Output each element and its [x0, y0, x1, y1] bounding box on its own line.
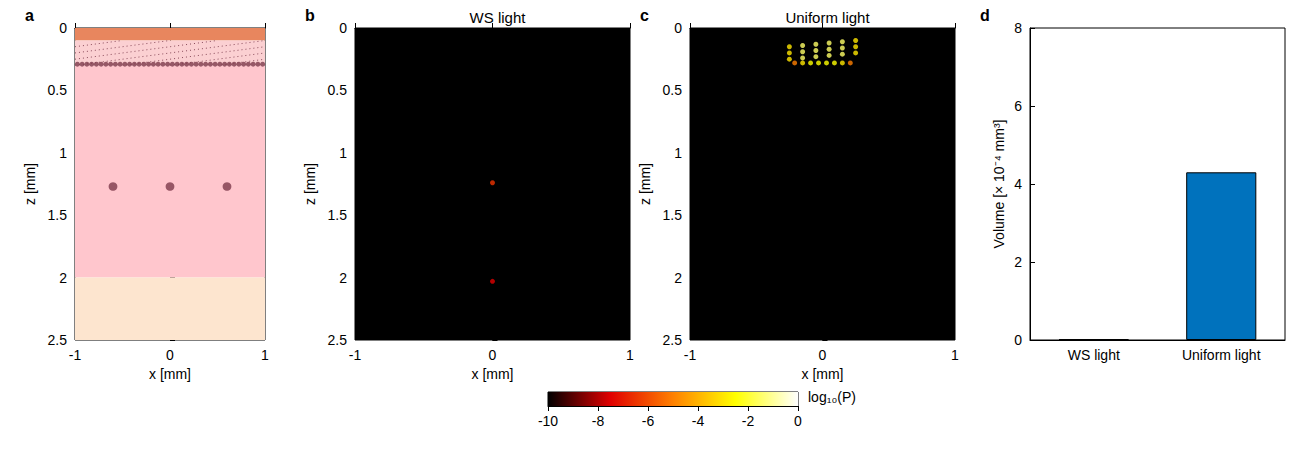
svg-text:2.5: 2.5	[48, 332, 68, 348]
svg-text:x [mm]: x [mm]	[149, 366, 191, 382]
svg-text:z [mm]: z [mm]	[302, 163, 318, 205]
svg-text:1: 1	[951, 347, 959, 363]
svg-text:log₁₀(P): log₁₀(P)	[808, 389, 856, 405]
svg-text:x [mm]: x [mm]	[802, 366, 844, 382]
svg-text:c: c	[640, 7, 649, 24]
svg-text:WS light: WS light	[1068, 347, 1120, 363]
svg-text:0: 0	[166, 347, 174, 363]
svg-text:0: 0	[59, 20, 67, 36]
svg-text:a: a	[25, 7, 34, 24]
svg-text:-1: -1	[69, 347, 82, 363]
svg-text:z [mm]: z [mm]	[637, 163, 653, 205]
svg-text:4: 4	[1014, 176, 1022, 192]
svg-text:-10: -10	[538, 413, 558, 429]
svg-text:Uniform light: Uniform light	[1182, 347, 1261, 363]
svg-text:2: 2	[1014, 254, 1022, 270]
svg-text:1.5: 1.5	[48, 207, 68, 223]
svg-text:0: 0	[489, 347, 497, 363]
svg-text:-8: -8	[592, 413, 605, 429]
svg-text:1: 1	[626, 347, 634, 363]
svg-text:1.5: 1.5	[663, 207, 683, 223]
svg-text:-1: -1	[684, 347, 697, 363]
svg-text:2: 2	[59, 270, 67, 286]
svg-text:-6: -6	[642, 413, 655, 429]
svg-text:2: 2	[339, 270, 347, 286]
svg-text:0.5: 0.5	[663, 82, 683, 98]
svg-text:0: 0	[674, 20, 682, 36]
svg-text:2.5: 2.5	[328, 332, 348, 348]
svg-text:-1: -1	[349, 347, 362, 363]
svg-text:0: 0	[819, 347, 827, 363]
svg-text:d: d	[980, 7, 990, 24]
svg-text:1: 1	[674, 145, 682, 161]
svg-text:2: 2	[674, 270, 682, 286]
svg-text:1.5: 1.5	[328, 207, 348, 223]
svg-text:0.5: 0.5	[328, 82, 348, 98]
svg-text:-4: -4	[692, 413, 705, 429]
svg-text:z [mm]: z [mm]	[22, 163, 38, 205]
svg-text:2.5: 2.5	[663, 332, 683, 348]
svg-text:1: 1	[59, 145, 67, 161]
svg-text:1: 1	[339, 145, 347, 161]
svg-text:0: 0	[1014, 332, 1022, 348]
svg-text:Volume [× 10⁻⁴ mm³]: Volume [× 10⁻⁴ mm³]	[991, 120, 1007, 249]
svg-text:Uniform light: Uniform light	[785, 9, 870, 26]
svg-text:x [mm]: x [mm]	[472, 366, 514, 382]
svg-text:-2: -2	[742, 413, 755, 429]
svg-text:1: 1	[261, 347, 269, 363]
svg-text:8: 8	[1014, 20, 1022, 36]
svg-text:0.5: 0.5	[48, 82, 68, 98]
svg-text:b: b	[305, 7, 315, 24]
svg-text:0: 0	[339, 20, 347, 36]
svg-text:0: 0	[794, 413, 802, 429]
svg-text:WS light: WS light	[470, 9, 527, 26]
svg-text:6: 6	[1014, 98, 1022, 114]
